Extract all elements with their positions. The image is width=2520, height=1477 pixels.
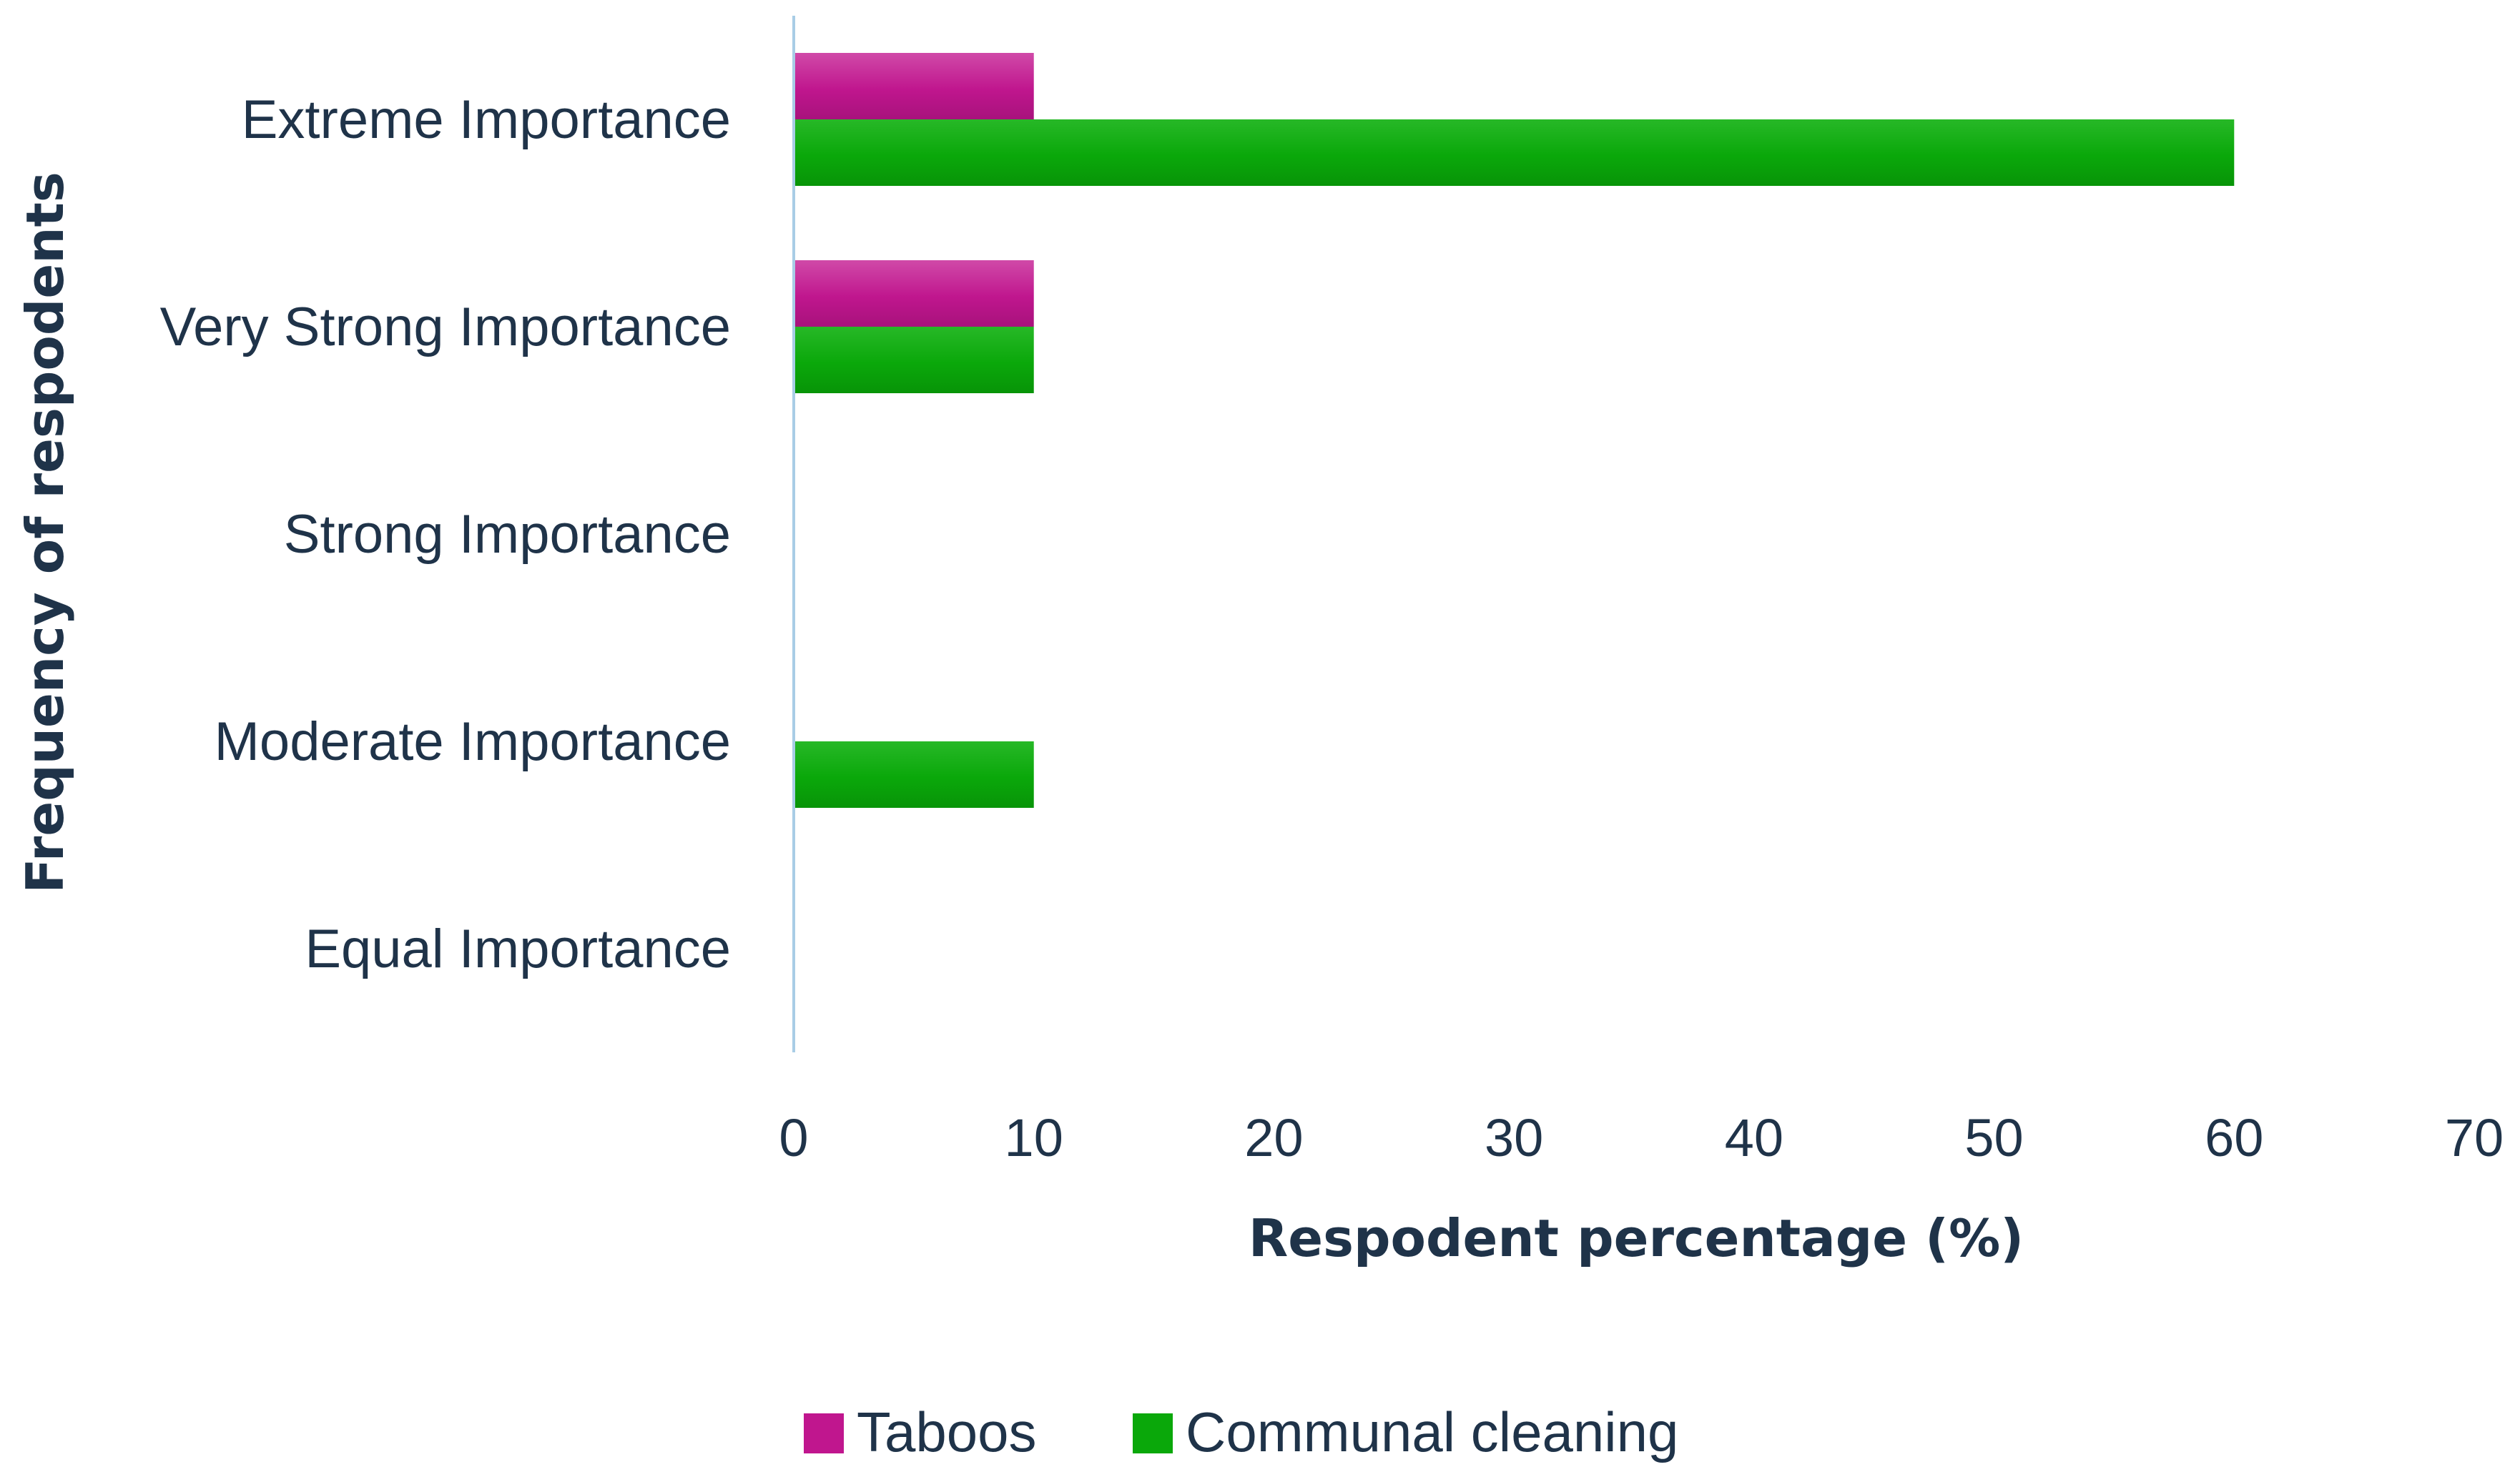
- bar-communal-cleaning-extreme-importance: [794, 119, 2235, 186]
- legend-swatch-communal-cleaning: [1133, 1413, 1173, 1453]
- x-axis-title: Respodent percentage (%): [1249, 1208, 2024, 1268]
- x-tick-label: 0: [779, 1108, 808, 1167]
- category-label-equal-importance: Equal Importance: [305, 919, 731, 979]
- bar-taboos-extreme-importance: [794, 53, 1034, 119]
- y-axis-title: Frequency of respodents: [15, 172, 75, 893]
- category-label-moderate-importance: Moderate Importance: [215, 711, 731, 772]
- x-tick-label: 60: [2205, 1108, 2263, 1167]
- x-tick-label: 10: [1005, 1108, 1063, 1167]
- x-tick-label: 40: [1725, 1108, 1783, 1167]
- legend-label-communal-cleaning: Communal cleaning: [1186, 1401, 1678, 1463]
- category-labels: Extreme Importance Very Strong Importance…: [160, 89, 731, 979]
- legend-label-taboos: Taboos: [857, 1401, 1037, 1463]
- x-tick-label: 70: [2445, 1108, 2504, 1167]
- x-tick-labels: 0 10 20 30 40 50 60 70: [779, 1108, 2504, 1167]
- legend-swatch-taboos: [804, 1413, 844, 1453]
- x-tick-label: 50: [1964, 1108, 2023, 1167]
- category-label-extreme-importance: Extreme Importance: [242, 89, 731, 150]
- legend: Taboos Communal cleaning: [804, 1401, 1678, 1463]
- bar-communal-cleaning-moderate-importance: [794, 741, 1034, 808]
- bar-communal-cleaning-very-strong-importance: [794, 327, 1034, 393]
- bars-layer: [794, 53, 2235, 808]
- x-tick-label: 30: [1485, 1108, 1543, 1167]
- category-label-very-strong-importance: Very Strong Importance: [160, 297, 731, 357]
- x-tick-label: 20: [1244, 1108, 1303, 1167]
- category-label-strong-importance: Strong Importance: [284, 504, 731, 565]
- bar-taboos-very-strong-importance: [794, 260, 1034, 327]
